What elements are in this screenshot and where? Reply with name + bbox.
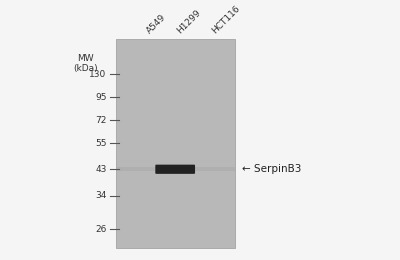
Text: 130: 130 bbox=[90, 70, 107, 79]
Text: ← SerpinB3: ← SerpinB3 bbox=[242, 164, 301, 174]
Text: HCT116: HCT116 bbox=[210, 4, 242, 36]
Text: 43: 43 bbox=[95, 165, 107, 174]
Bar bbox=[116, 39, 235, 248]
Text: 26: 26 bbox=[95, 225, 107, 234]
Text: 72: 72 bbox=[95, 116, 107, 125]
Text: 34: 34 bbox=[95, 191, 107, 200]
Text: 55: 55 bbox=[95, 139, 107, 148]
Bar bbox=[116, 167, 235, 171]
Text: H1299: H1299 bbox=[175, 8, 202, 36]
Text: A549: A549 bbox=[145, 13, 168, 36]
Text: MW
(kDa): MW (kDa) bbox=[74, 54, 98, 74]
FancyBboxPatch shape bbox=[155, 165, 195, 174]
Text: 95: 95 bbox=[95, 93, 107, 102]
